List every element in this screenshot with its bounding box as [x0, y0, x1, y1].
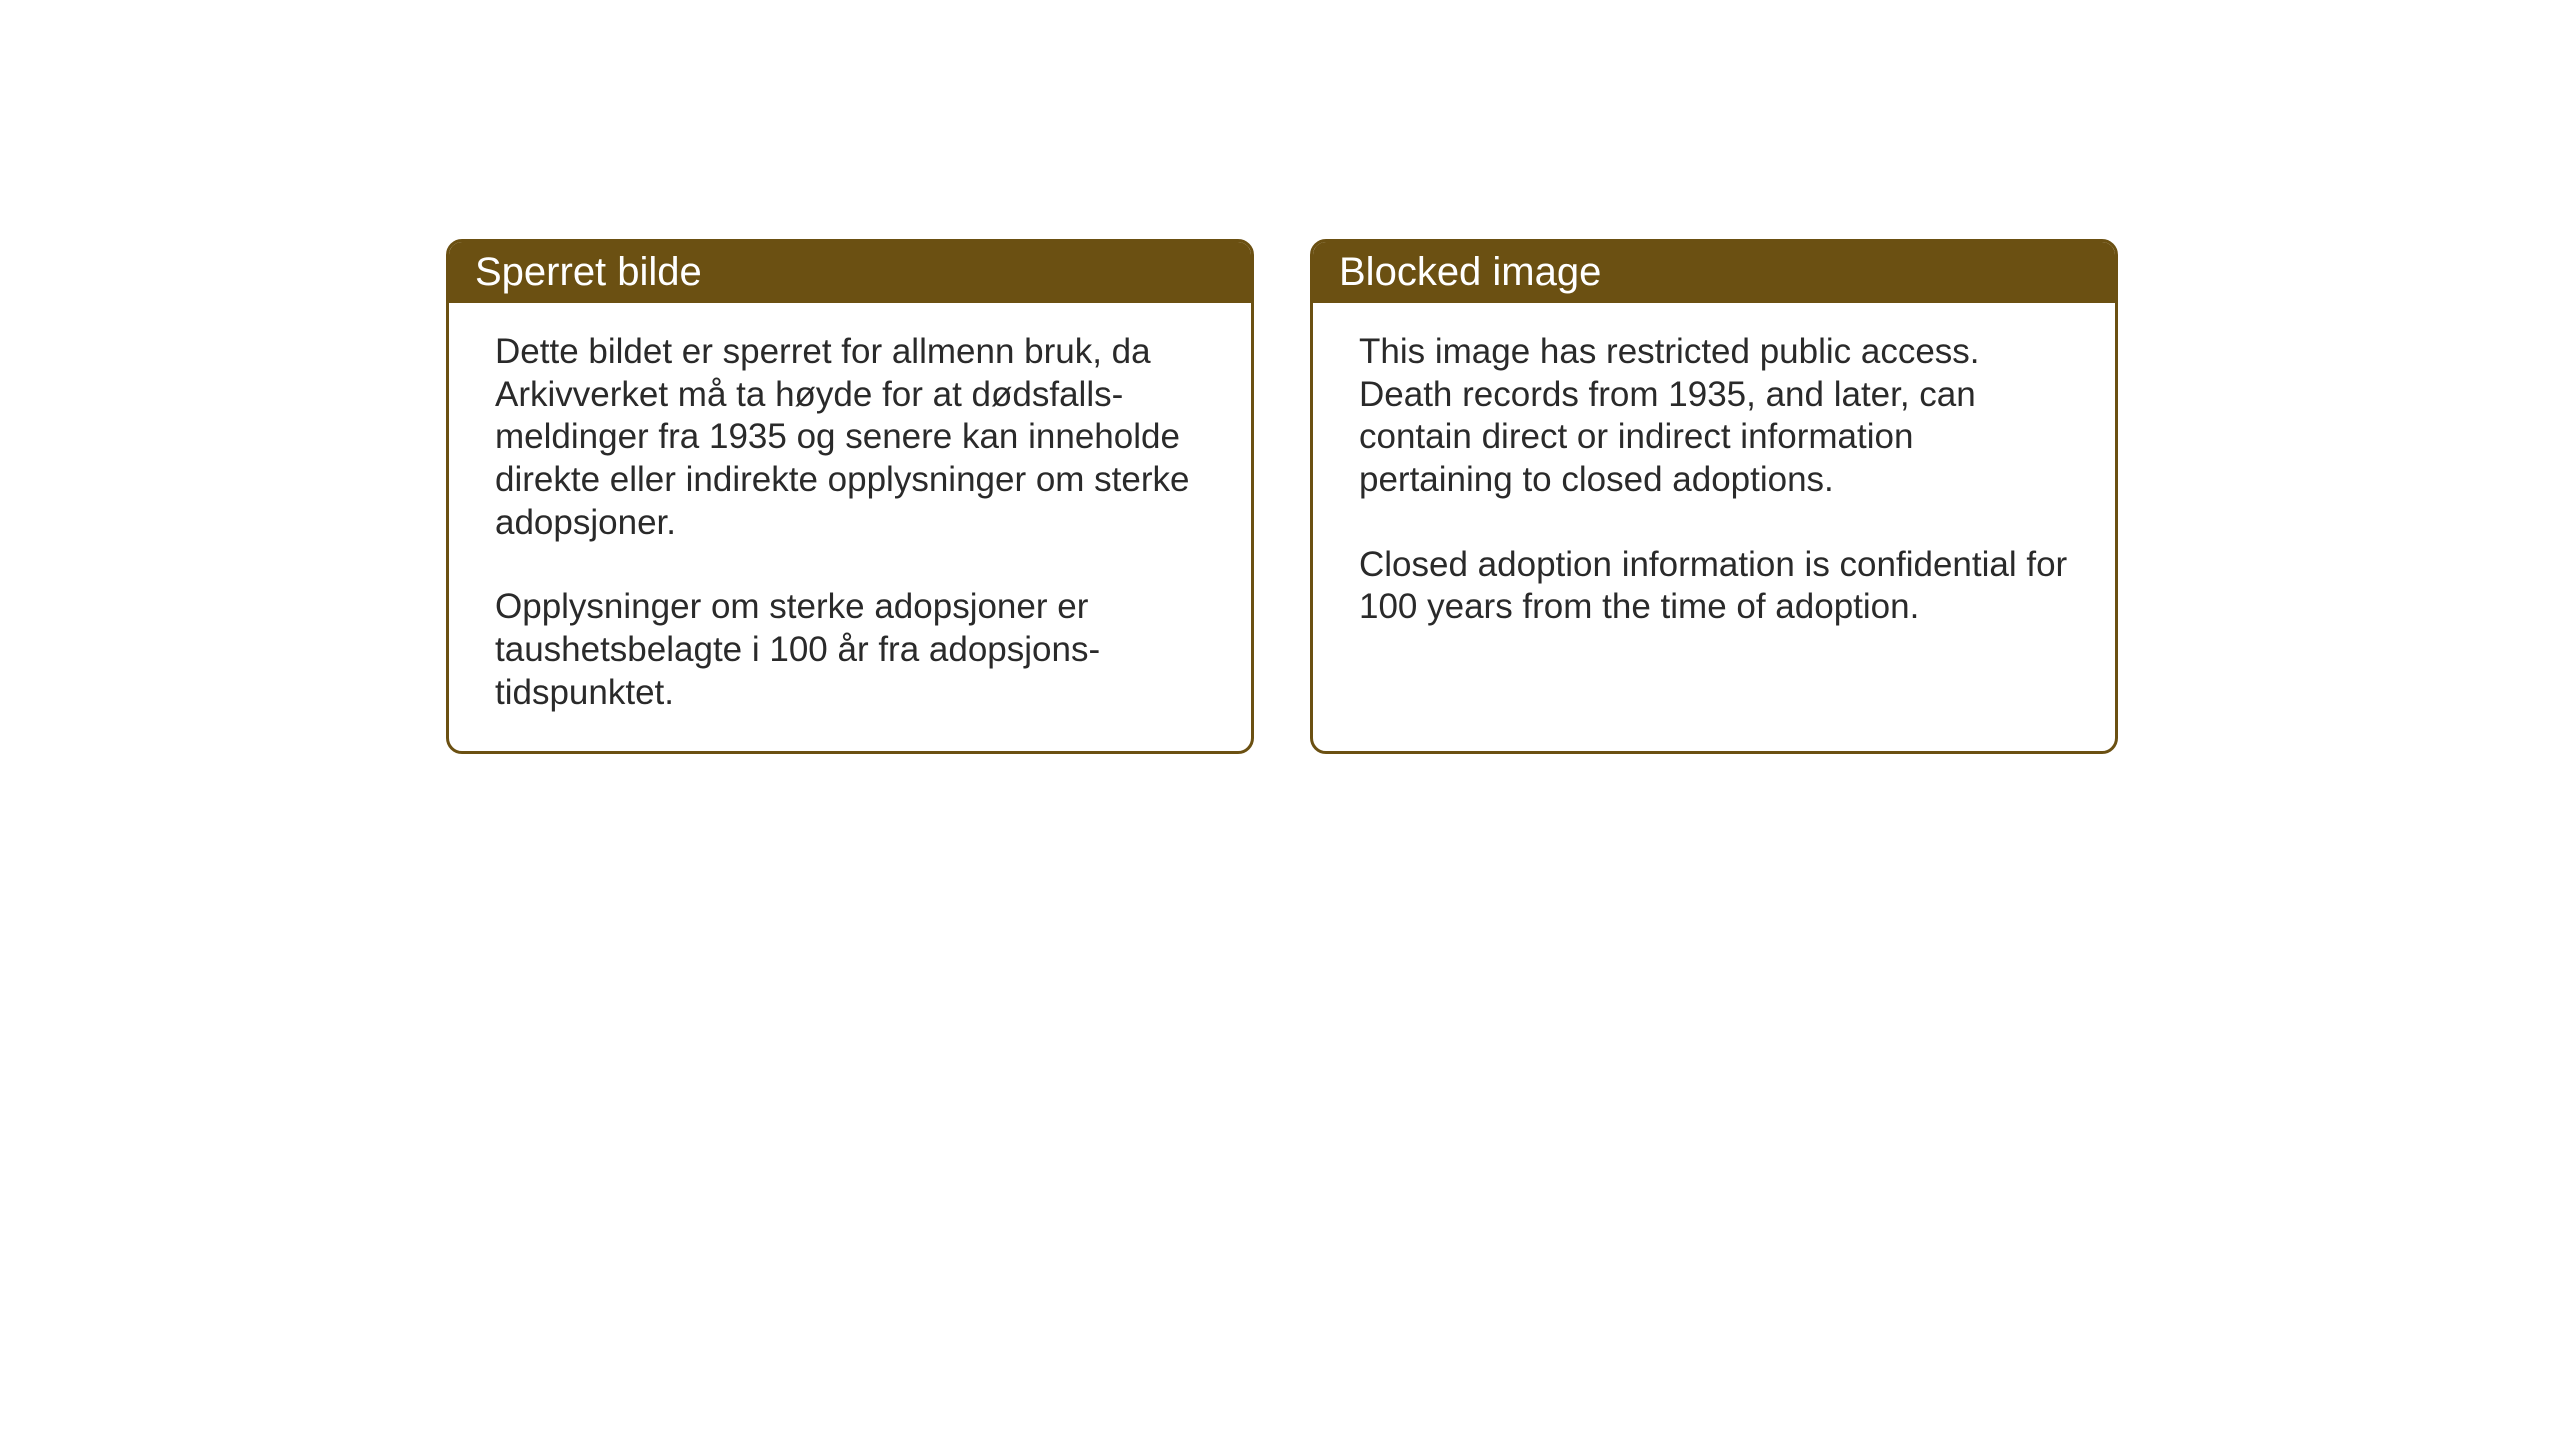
english-panel-header: Blocked image	[1313, 242, 2115, 303]
english-panel-body: This image has restricted public access.…	[1313, 303, 2115, 695]
english-paragraph-1: This image has restricted public access.…	[1359, 331, 2069, 502]
norwegian-paragraph-2: Opplysninger om sterke adopsjoner er tau…	[495, 586, 1205, 714]
norwegian-panel-title: Sperret bilde	[475, 250, 702, 294]
norwegian-panel-header: Sperret bilde	[449, 242, 1251, 303]
norwegian-paragraph-1: Dette bildet er sperret for allmenn bruk…	[495, 331, 1205, 544]
english-paragraph-2: Closed adoption information is confident…	[1359, 544, 2069, 629]
english-panel-title: Blocked image	[1339, 250, 1601, 294]
norwegian-panel: Sperret bilde Dette bildet er sperret fo…	[446, 239, 1254, 754]
norwegian-panel-body: Dette bildet er sperret for allmenn bruk…	[449, 303, 1251, 751]
panels-container: Sperret bilde Dette bildet er sperret fo…	[446, 239, 2118, 754]
english-panel: Blocked image This image has restricted …	[1310, 239, 2118, 754]
